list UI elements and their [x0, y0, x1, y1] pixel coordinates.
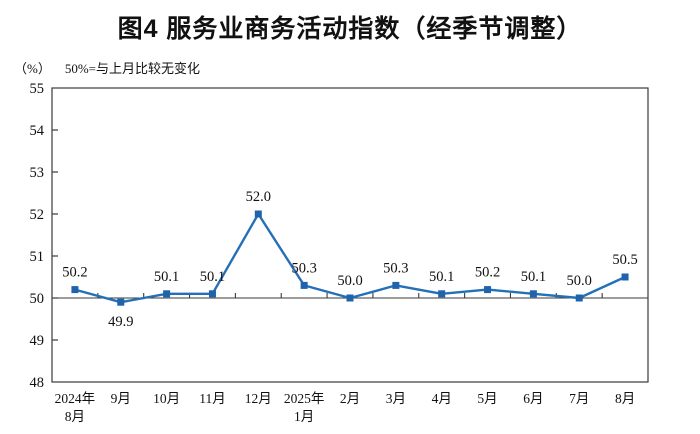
x-axis-label: 8月 — [615, 391, 635, 406]
x-axis-label: 2月 — [340, 391, 360, 406]
x-axis-label: 2025年 1月 — [284, 391, 325, 424]
data-point-label: 50.3 — [291, 260, 316, 276]
x-axis-label: 5月 — [477, 391, 497, 406]
y-axis-label: 53 — [30, 165, 45, 181]
plot-border — [51, 87, 649, 383]
data-point-label: 50.1 — [200, 269, 225, 285]
data-point-label: 50.3 — [383, 260, 408, 276]
data-point-label: 49.9 — [108, 314, 133, 330]
data-point-marker — [208, 290, 216, 298]
x-axis-label: 4月 — [432, 391, 452, 406]
unit-label: （%） — [14, 61, 51, 76]
data-point-marker — [484, 286, 492, 294]
chart-subtitle: （%） 50%=与上月比较无变化 — [14, 58, 200, 77]
chart-title: 图4 服务业商务活动指数（经季节调整） — [117, 15, 583, 43]
data-point-marker — [254, 210, 262, 218]
y-axis-label: 50 — [30, 291, 45, 307]
data-point-marker — [438, 290, 446, 298]
reference-note: 50%=与上月比较无变化 — [64, 61, 201, 76]
data-point-marker — [300, 281, 308, 289]
x-axis-label: 2024年 8月 — [55, 391, 96, 424]
x-axis-label: 12月 — [245, 391, 272, 406]
data-point-label: 50.1 — [521, 269, 546, 285]
data-point-label: 50.0 — [337, 273, 362, 289]
x-axis-label: 10月 — [153, 391, 180, 406]
y-axis-label: 55 — [30, 81, 45, 97]
x-axis-label: 3月 — [386, 391, 406, 406]
data-point-marker — [392, 281, 400, 289]
data-point-marker — [117, 298, 125, 306]
x-axis-label: 9月 — [111, 391, 131, 406]
data-point-marker — [346, 294, 354, 302]
y-axis-label: 54 — [30, 123, 45, 139]
y-axis-label: 48 — [30, 375, 45, 391]
data-point-label: 50.0 — [567, 273, 592, 289]
y-axis-label: 49 — [30, 333, 45, 349]
data-point-label: 50.1 — [429, 269, 454, 285]
y-axis-label: 51 — [30, 249, 45, 265]
data-point-label: 50.1 — [154, 269, 179, 285]
data-point-label: 52.0 — [246, 189, 271, 205]
data-point-label: 50.5 — [612, 252, 637, 268]
data-point-label: 50.2 — [62, 265, 87, 281]
data-point-marker — [163, 290, 171, 298]
data-point-marker — [529, 290, 537, 298]
x-axis-label: 6月 — [523, 391, 543, 406]
data-point-label: 50.2 — [475, 265, 500, 281]
x-axis-label: 11月 — [199, 391, 226, 406]
y-axis-label: 52 — [30, 207, 45, 223]
data-point-marker — [575, 294, 583, 302]
data-point-marker — [71, 286, 79, 294]
x-axis-label: 7月 — [569, 391, 589, 406]
data-point-marker — [621, 273, 629, 281]
